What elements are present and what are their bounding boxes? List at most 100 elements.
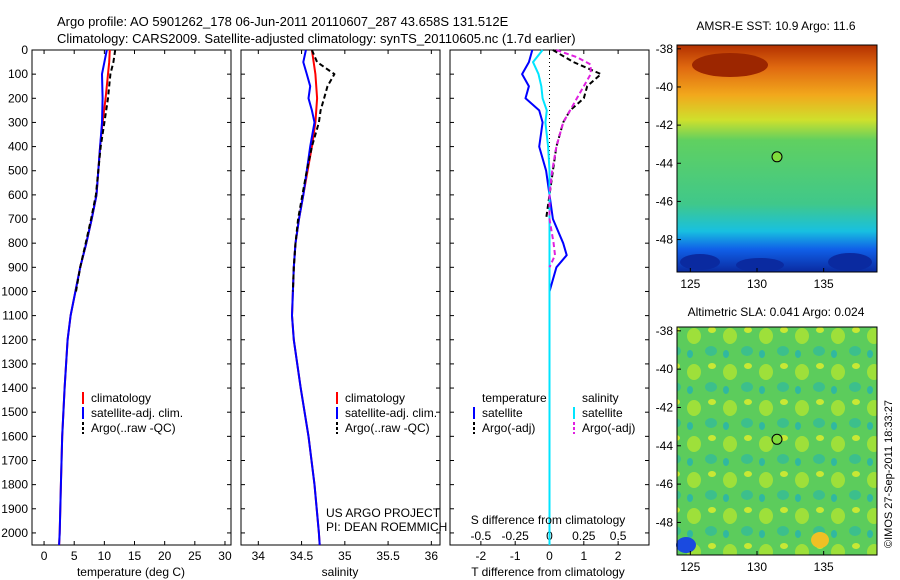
x-tick-label: 1 xyxy=(580,549,587,563)
project-note-line-1: US ARGO PROJECT xyxy=(326,506,441,520)
map-x-tick-label: 130 xyxy=(747,560,767,574)
y-tick-label: 1100 xyxy=(2,309,28,323)
y-tick-label: 300 xyxy=(8,115,28,129)
salinity-legend-argo: Argo(..raw -QC) xyxy=(345,421,430,435)
difference-legend-sal-title: salinity xyxy=(582,391,619,405)
y-tick-label: 1400 xyxy=(1,381,28,395)
y-tick-label: 500 xyxy=(8,164,28,178)
x-tick-label: 2 xyxy=(615,549,622,563)
x-tick-label: 0 xyxy=(546,549,553,563)
y-tick-label: 700 xyxy=(8,212,28,226)
y-tick-label: 600 xyxy=(8,188,28,202)
temperature-axis-ticks: 0100200300400500600700800900100011001200… xyxy=(1,43,232,563)
secondary-x-tick-label: 0.25 xyxy=(572,529,596,543)
sla-argo-position-marker xyxy=(771,433,783,445)
difference-legend-sal-satellite: satellite xyxy=(582,406,623,420)
header-line-1: Argo profile: AO 5901262_178 06-Jun-2011… xyxy=(57,14,509,29)
copyright-stamp: ©IMOS 27-Sep-2011 18:33:27 xyxy=(883,400,895,548)
temperature-legend-climatology: climatology xyxy=(91,391,151,405)
difference-series xyxy=(521,49,602,545)
salinity-panel-frame xyxy=(240,49,441,546)
difference-secondary-xlabel: S difference from climatology xyxy=(471,513,626,527)
difference-legend-temp-satellite: satellite xyxy=(482,406,523,420)
x-tick-label: 35 xyxy=(338,549,352,563)
y-tick-label: 2000 xyxy=(1,526,28,540)
sla-map-frame xyxy=(676,326,878,556)
x-tick-label: 35.5 xyxy=(376,549,400,563)
temperature-xlabel: temperature (deg C) xyxy=(77,565,185,579)
y-tick-label: 1600 xyxy=(1,429,28,443)
salinity-legend-climatology: climatology xyxy=(345,391,405,405)
salinity-panel: 34 34.5 35 35.5 36 salinity climatology sate… xyxy=(240,49,447,579)
x-tick-label: -1 xyxy=(510,549,521,563)
series-line xyxy=(545,49,602,220)
y-tick-label: 1900 xyxy=(1,502,28,516)
y-tick-label: 1000 xyxy=(1,284,28,298)
x-tick-label: -2 xyxy=(476,549,487,563)
map-y-tick-label: -40 xyxy=(656,80,674,94)
map-y-tick-label: -42 xyxy=(656,400,674,414)
sst-map-axis-ticks: 125 130 135 -38 -40 -42 -44 -46 -48 xyxy=(656,42,834,291)
y-tick-label: 0 xyxy=(21,43,28,57)
y-tick-label: 1200 xyxy=(1,333,28,347)
sst-warm-patch xyxy=(692,53,768,77)
salinity-series xyxy=(291,49,336,546)
difference-legend-sal-argo: Argo(-adj) xyxy=(582,421,635,435)
difference-legend: temperature salinity satellite Argo(-adj… xyxy=(473,391,635,435)
temperature-panel-frame xyxy=(31,49,232,546)
temperature-legend: climatology satellite-adj. clim. Argo(..… xyxy=(82,391,183,435)
sst-map-panel: AMSR-E SST: 10.9 Argo: 11.6 125 130 135 -38… xyxy=(656,19,878,291)
y-tick-label: 100 xyxy=(8,67,28,81)
sst-argo-position-marker xyxy=(771,151,783,163)
temperature-series xyxy=(58,49,117,546)
y-tick-label: 1500 xyxy=(1,405,28,419)
x-tick-label: 10 xyxy=(98,549,112,563)
y-tick-label: 1300 xyxy=(1,357,28,371)
project-note-line-2: PI: DEAN ROEMMICH xyxy=(326,520,447,534)
map-y-tick-label: -48 xyxy=(656,233,674,247)
series-line xyxy=(291,49,336,292)
salinity-legend: climatology satellite-adj. clim. Argo(..… xyxy=(336,391,437,435)
x-tick-label: 25 xyxy=(188,549,202,563)
y-tick-label: 1700 xyxy=(1,453,28,467)
salinity-xlabel: salinity xyxy=(322,565,359,579)
map-y-tick-label: -46 xyxy=(656,477,674,491)
sla-high-patch xyxy=(811,532,829,548)
sla-low-patch xyxy=(676,537,696,553)
map-y-tick-label: -48 xyxy=(656,515,674,529)
sst-map-title: AMSR-E SST: 10.9 Argo: 11.6 xyxy=(696,19,856,33)
map-y-tick-label: -42 xyxy=(656,118,674,132)
salinity-axis-ticks: 34 34.5 35 35.5 36 xyxy=(241,49,440,563)
header-line-2: Climatology: CARS2009. Satellite-adjuste… xyxy=(57,31,576,46)
x-tick-label: 0 xyxy=(41,549,48,563)
map-x-tick-label: 135 xyxy=(814,560,834,574)
difference-legend-temp-title: temperature xyxy=(482,391,547,405)
x-tick-label: 15 xyxy=(128,549,142,563)
difference-panel: -2 -1 0 1 2-0.5 -0.25 0 0.25 0.5 T difference fr… xyxy=(449,49,650,579)
map-x-tick-label: 130 xyxy=(747,277,767,291)
y-tick-label: 900 xyxy=(8,260,28,274)
x-tick-label: 34.5 xyxy=(290,549,314,563)
series-line xyxy=(532,49,551,545)
map-y-tick-label: -38 xyxy=(656,42,674,56)
map-y-tick-label: -40 xyxy=(656,362,674,376)
x-tick-label: 5 xyxy=(71,549,78,563)
sla-map-title: Altimetric SLA: 0.041 Argo: 0.024 xyxy=(688,305,865,319)
secondary-x-tick-label: 0.5 xyxy=(610,529,627,543)
secondary-x-tick-label: -0.5 xyxy=(471,529,492,543)
map-x-tick-label: 125 xyxy=(680,277,700,291)
secondary-x-tick-label: -0.25 xyxy=(502,529,530,543)
y-tick-label: 400 xyxy=(8,140,28,154)
x-tick-label: 30 xyxy=(218,549,232,563)
map-x-tick-label: 135 xyxy=(814,277,834,291)
temperature-panel: 0100200300400500600700800900100011001200… xyxy=(1,43,232,579)
salinity-legend-satellite: satellite-adj. clim. xyxy=(345,406,437,420)
x-tick-label: 36 xyxy=(425,549,439,563)
map-x-tick-label: 125 xyxy=(680,560,700,574)
sla-map-axis-ticks: 125 130 135 -38 -40 -42 -44 -46 -48 xyxy=(656,324,834,574)
sla-map-panel: Altimetric SLA: 0.041 Argo: 0.024 125 130… xyxy=(656,305,878,574)
map-y-tick-label: -38 xyxy=(656,324,674,338)
temperature-legend-argo: Argo(..raw -QC) xyxy=(91,421,176,435)
x-tick-label: 20 xyxy=(158,549,172,563)
sst-map-frame xyxy=(676,44,878,273)
